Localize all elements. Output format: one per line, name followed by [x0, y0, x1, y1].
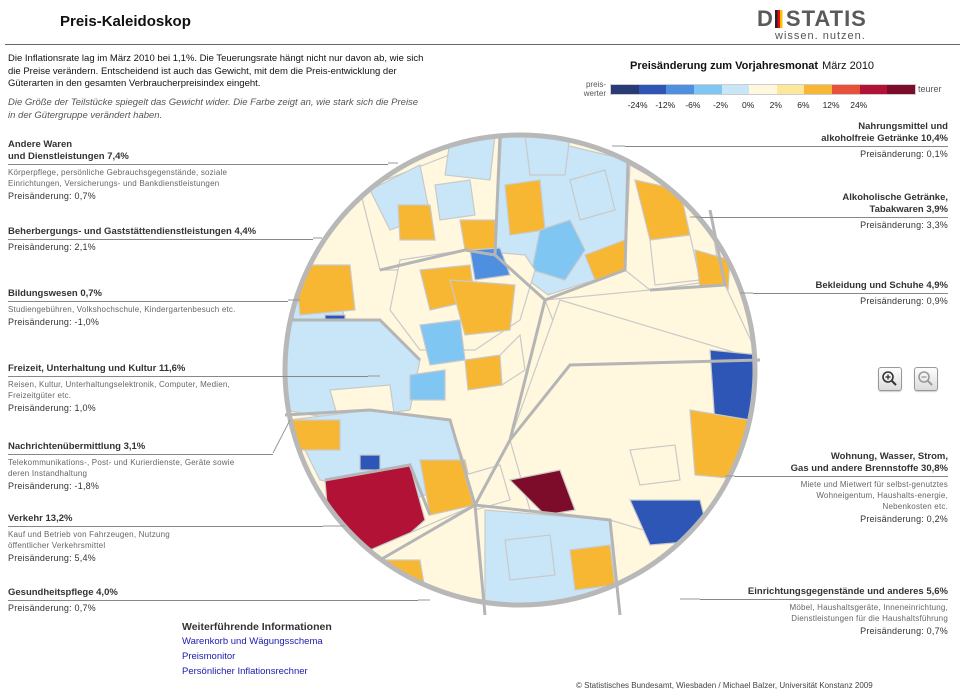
color-scale-swatch: [749, 85, 777, 94]
zoom-in-button[interactable]: [878, 367, 902, 391]
intro-note: Die Größe der Teilstücke spiegelt das Ge…: [8, 97, 419, 121]
category-gesundheit[interactable]: Gesundheitspflege 4,0% Preisänderung: 0,…: [8, 587, 418, 614]
color-scale-tick: 24%: [850, 100, 868, 110]
legend-title: Preisänderung zum Vorjahresmonat März 201…: [630, 60, 875, 72]
color-scale-tick: 0%: [742, 100, 755, 110]
category-verkehr[interactable]: Verkehr 13,2% Kauf und Betrieb von Fahrz…: [8, 513, 323, 564]
color-scale-swatch: [832, 85, 860, 94]
color-scale-tick: 6%: [797, 100, 810, 110]
category-alkohol[interactable]: Alkoholische Getränke, Tabakwaren 3,9% Pr…: [700, 192, 948, 231]
color-scale-tick: -6%: [685, 100, 701, 110]
copyright: © Statistisches Bundesamt, Wiesbaden / M…: [576, 681, 873, 690]
color-scale-tick: -24%: [627, 100, 648, 110]
links-title: Weiterführende Informationen: [182, 621, 332, 633]
color-scale-swatch: [887, 85, 916, 94]
link-preismonitor[interactable]: Preismonitor: [182, 651, 236, 662]
logo-mark-icon: [774, 10, 785, 28]
link-warenkorb[interactable]: Warenkorb und Wägungsschema: [182, 636, 323, 647]
legend-month: März 2010: [822, 60, 875, 72]
color-scale-swatch: [859, 85, 888, 94]
color-scale-ticks: -24% -12% -6% -2% 0% 2% 6% 12% 24%: [610, 100, 914, 112]
color-scale-swatch: [721, 85, 750, 94]
segment-einrichtung[interactable]: [484, 509, 621, 615]
color-scale-swatch: [776, 85, 805, 94]
category-wohnung[interactable]: Wohnung, Wasser, Strom, Gas und andere Br…: [735, 451, 948, 525]
color-scale-tick: 12%: [822, 100, 840, 110]
color-scale-swatch: [638, 85, 667, 94]
category-bildungswesen[interactable]: Bildungswesen 0,7% Studiengebühren, Volk…: [8, 288, 288, 328]
category-bekleidung[interactable]: Bekleidung und Schuhe 4,9% Preisänderung…: [753, 280, 948, 307]
category-andere-waren[interactable]: Andere Waren und Dienstleistungen 7,4% Kö…: [8, 139, 388, 202]
zoom-out-button[interactable]: [914, 367, 938, 391]
color-scale-tick: -12%: [655, 100, 676, 110]
zoom-out-icon: [918, 371, 933, 386]
category-beherbergung[interactable]: Beherbergungs- und Gaststättendienstleis…: [8, 226, 313, 253]
category-freizeit[interactable]: Freizeit, Unterhaltung und Kultur 11,6% …: [8, 363, 368, 414]
destatis-logo[interactable]: D STATIS wissen. nutzen.: [757, 6, 867, 42]
legend-high-label: teurer: [918, 84, 942, 94]
header-divider: [5, 44, 960, 45]
category-nahrungsmittel[interactable]: Nahrungsmittel und alkoholfreie Getränke …: [625, 121, 948, 160]
color-scale-swatch: [666, 85, 694, 94]
zoom-in-icon: [882, 371, 897, 386]
category-nachrichten[interactable]: Nachrichtenübermittlung 3,1% Telekommuni…: [8, 441, 273, 492]
segment-nahrungsmittel[interactable]: [494, 130, 629, 296]
color-scale: [610, 84, 916, 95]
price-kaleidoscope[interactable]: [270, 120, 770, 620]
color-scale-swatch: [804, 85, 833, 94]
intro-text: Die Inflationsrate lag im März 2010 bei …: [8, 53, 424, 89]
page-title: Preis-Kaleidoskop: [60, 13, 191, 30]
color-scale-swatch: [611, 85, 639, 94]
color-scale-tick: 2%: [769, 100, 782, 110]
color-scale-swatch: [693, 85, 722, 94]
segment-andere-waren[interactable]: [359, 135, 501, 271]
legend-low-label: preis-werter: [583, 80, 606, 98]
category-einrichtung[interactable]: Einrichtungsgegenstände und anderes 5,6%…: [700, 586, 948, 637]
logo-tagline: wissen. nutzen.: [775, 30, 866, 42]
link-inflationsrechner[interactable]: Persönlicher Inflationsrechner: [182, 666, 308, 677]
color-scale-tick: -2%: [712, 100, 729, 110]
